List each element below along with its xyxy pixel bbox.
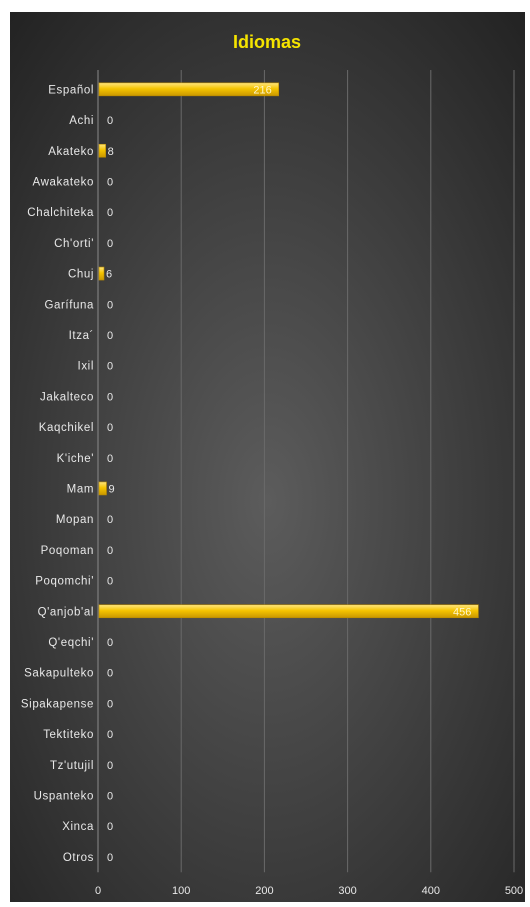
- category-label: K'iche': [57, 453, 94, 465]
- category-label: Poqoman: [41, 545, 94, 557]
- x-tick-label: 500: [505, 885, 523, 897]
- chart-title: Idiomas: [233, 32, 301, 52]
- value-label: 0: [107, 545, 113, 557]
- category-label: Kaqchikel: [39, 422, 94, 434]
- chart-background: [10, 12, 525, 902]
- bar-17: [98, 604, 479, 619]
- value-label: 0: [107, 698, 113, 710]
- value-label: 0: [107, 760, 113, 772]
- category-label: Q'eqchi': [48, 637, 94, 649]
- x-tick-label: 300: [338, 885, 356, 897]
- value-label: 456: [453, 606, 471, 618]
- value-label: 0: [107, 668, 113, 680]
- value-label: 0: [107, 821, 113, 833]
- category-label: Itza´: [69, 330, 94, 342]
- bar-13: [98, 481, 107, 496]
- value-label: 0: [107, 115, 113, 127]
- category-label: Ch'orti': [54, 238, 94, 250]
- value-label: 0: [107, 207, 113, 219]
- category-label: Chalchiteka: [27, 207, 94, 219]
- bar-6: [98, 266, 105, 281]
- x-tick-label: 0: [95, 885, 101, 897]
- category-label: Awakateko: [33, 176, 94, 188]
- category-label: Sipakapense: [21, 698, 94, 710]
- value-label: 0: [107, 330, 113, 342]
- category-label: Español: [48, 84, 94, 96]
- category-label: Otros: [63, 852, 94, 864]
- category-label: Mam: [67, 483, 94, 495]
- value-label: 0: [107, 852, 113, 864]
- value-label: 216: [253, 84, 271, 96]
- value-label: 0: [107, 176, 113, 188]
- value-label: 0: [107, 729, 113, 741]
- x-tick-label: 400: [422, 885, 440, 897]
- category-label: Achi: [69, 115, 94, 127]
- category-label: Sakapulteko: [24, 668, 94, 680]
- labels: 0 100 200 300 400 500 Español 216 Achi 0 Akateko 8 A…: [21, 84, 523, 897]
- category-label: Mopan: [56, 514, 94, 526]
- category-label: Ixil: [78, 361, 94, 373]
- category-label: Akateko: [48, 146, 94, 158]
- category-label: Garífuna: [44, 299, 94, 311]
- chart-svg: Idiomas 0 100 200 300 400 500 Español 216 Achi 0 A…: [10, 12, 525, 902]
- bar-2: [98, 143, 106, 158]
- value-label: 0: [107, 790, 113, 802]
- value-label: 0: [107, 299, 113, 311]
- value-label: 9: [108, 483, 114, 495]
- category-label: Q'anjob'al: [38, 606, 94, 618]
- category-label: Xinca: [62, 821, 94, 833]
- value-label: 0: [107, 514, 113, 526]
- value-label: 0: [107, 576, 113, 588]
- value-label: 0: [107, 453, 113, 465]
- category-label: Uspanteko: [34, 790, 94, 802]
- value-label: 0: [107, 391, 113, 403]
- category-label: Poqomchi': [35, 576, 94, 588]
- category-label: Tektiteko: [43, 729, 94, 741]
- category-label: Chuj: [68, 269, 94, 281]
- value-label: 6: [106, 269, 112, 281]
- x-tick-label: 100: [172, 885, 190, 897]
- value-label: 0: [107, 637, 113, 649]
- bar-0: [98, 82, 280, 97]
- x-tick-label: 200: [255, 885, 273, 897]
- category-label: Tz'utujil: [50, 760, 94, 772]
- bar-chart: Idiomas 0 100 200 300 400 500 Español 216 Achi 0 A…: [10, 12, 525, 902]
- grid-lines: [180, 70, 515, 873]
- category-label: Jakalteco: [40, 391, 94, 403]
- value-label: 0: [107, 238, 113, 250]
- value-label: 0: [107, 361, 113, 373]
- value-label: 0: [107, 422, 113, 434]
- bars: [98, 82, 479, 619]
- value-label: 8: [108, 146, 114, 158]
